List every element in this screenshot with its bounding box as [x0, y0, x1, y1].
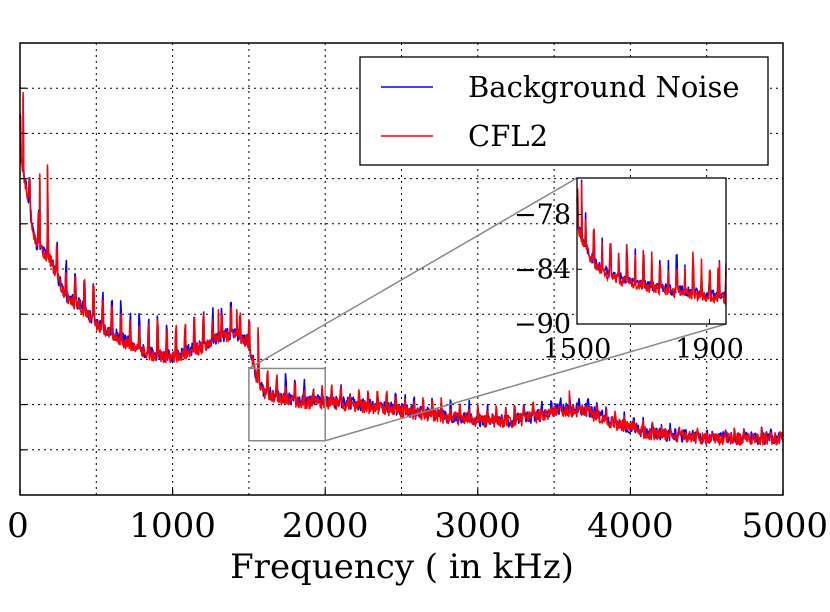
inset-y-tick-label: −78 — [514, 200, 571, 231]
inset-background — [577, 178, 726, 324]
x-tick-label: 0 — [7, 506, 29, 546]
legend-box — [359, 56, 769, 166]
x-ticks: 0 1000 2000 3000 4000 5000 — [7, 87, 828, 546]
zoom-indicator — [248, 177, 727, 442]
inset-x-tick-label: 1500 — [543, 334, 612, 365]
x-tick-label: 3000 — [435, 506, 522, 546]
zoom-connector-top — [248, 177, 578, 370]
series-layer — [19, 91, 784, 446]
inset-y-tick-label: −84 — [514, 254, 571, 285]
inset-frame — [576, 177, 727, 325]
inset-series — [576, 179, 727, 305]
inset-x-tick-label: 1900 — [675, 334, 744, 365]
legend-label-cfl2: CFL2 — [468, 119, 548, 153]
zoom-box — [248, 367, 326, 442]
x-tick-label: 5000 — [741, 506, 828, 546]
legend-label-background-noise: Background Noise — [468, 70, 740, 104]
x-axis-title: Frequency ( in kHz) — [230, 547, 574, 587]
legend: Background Noise CFL2 — [359, 56, 769, 166]
x-tick-label: 1000 — [129, 506, 216, 546]
x-tick-label: 2000 — [282, 506, 369, 546]
inset-y-tick-label: −90 — [514, 309, 571, 340]
x-tick-label: 4000 — [587, 506, 674, 546]
series-line-cfl2 — [19, 91, 784, 446]
inset-series-line-cfl2 — [576, 181, 727, 305]
grid — [20, 43, 783, 495]
zoom-connector-bottom — [324, 323, 727, 442]
